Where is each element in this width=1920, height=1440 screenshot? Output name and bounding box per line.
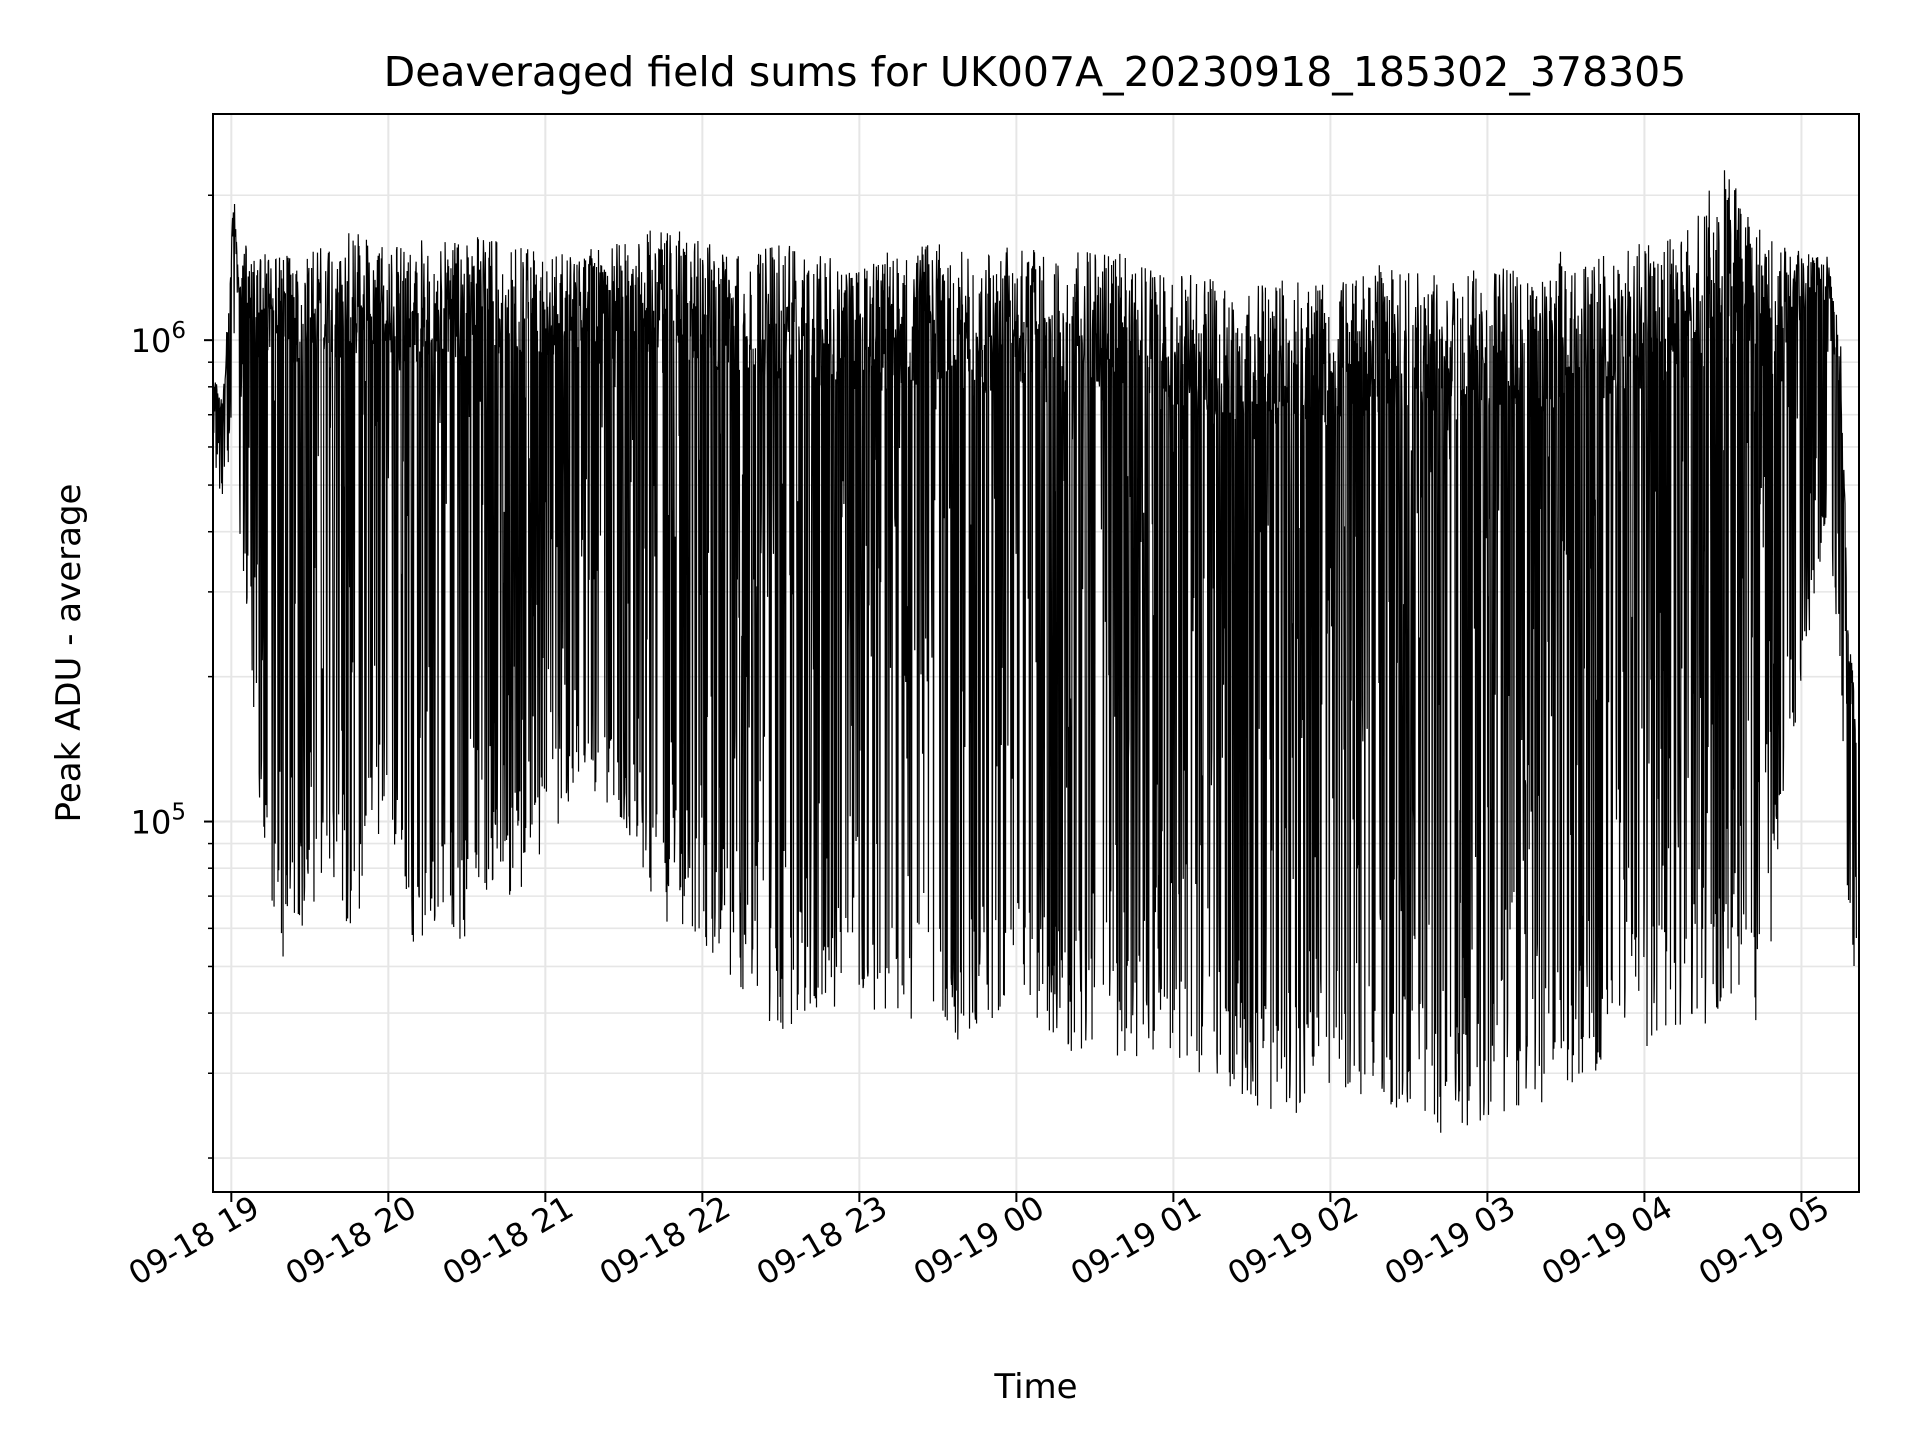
y-axis-title: Peak ADU - average bbox=[49, 484, 89, 823]
x-axis-title: Time bbox=[993, 1367, 1077, 1407]
plot-frame bbox=[212, 113, 1860, 1193]
chart-title: Deaveraged field sums for UK007A_2023091… bbox=[384, 48, 1687, 96]
y-tick-label: 105 bbox=[131, 800, 186, 842]
series-line bbox=[212, 170, 1857, 1133]
data-series bbox=[212, 170, 1857, 1133]
y-tick-label: 106 bbox=[131, 318, 186, 360]
